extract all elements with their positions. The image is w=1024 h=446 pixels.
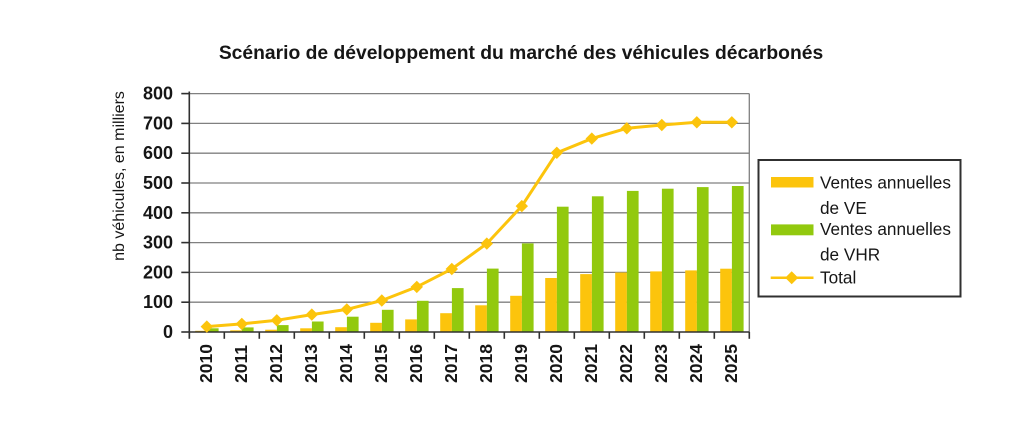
svg-text:nb véhicules, en milliers: nb véhicules, en milliers <box>111 91 128 261</box>
svg-text:300: 300 <box>143 233 173 253</box>
svg-text:2015: 2015 <box>371 344 391 383</box>
svg-text:2014: 2014 <box>336 344 356 383</box>
svg-text:100: 100 <box>143 292 173 312</box>
svg-text:600: 600 <box>143 143 173 163</box>
svg-text:2013: 2013 <box>301 344 321 383</box>
svg-text:de VHR: de VHR <box>820 245 880 265</box>
svg-text:700: 700 <box>143 113 173 133</box>
svg-text:2017: 2017 <box>441 344 461 383</box>
svg-text:2019: 2019 <box>511 344 531 383</box>
svg-text:2023: 2023 <box>651 344 671 383</box>
svg-text:de VE: de VE <box>820 198 867 218</box>
svg-text:2011: 2011 <box>231 345 251 383</box>
svg-text:2010: 2010 <box>196 344 216 383</box>
svg-text:400: 400 <box>143 203 173 223</box>
svg-text:Total: Total <box>820 268 856 288</box>
svg-text:2016: 2016 <box>406 344 426 383</box>
svg-text:2022: 2022 <box>616 344 636 383</box>
svg-text:Ventes annuelles: Ventes annuelles <box>820 219 951 239</box>
svg-text:2025: 2025 <box>721 344 741 383</box>
svg-text:Ventes annuelles: Ventes annuelles <box>820 172 951 192</box>
svg-text:200: 200 <box>143 262 173 282</box>
svg-text:2020: 2020 <box>546 344 566 383</box>
svg-text:2018: 2018 <box>476 344 496 383</box>
svg-text:2012: 2012 <box>266 344 286 383</box>
svg-text:2024: 2024 <box>686 344 706 383</box>
svg-text:800: 800 <box>143 84 173 104</box>
svg-text:0: 0 <box>163 322 173 342</box>
svg-text:2021: 2021 <box>581 344 601 383</box>
svg-text:500: 500 <box>143 173 173 193</box>
svg-text:Scénario de développement du m: Scénario de développement du marché des … <box>219 43 823 64</box>
